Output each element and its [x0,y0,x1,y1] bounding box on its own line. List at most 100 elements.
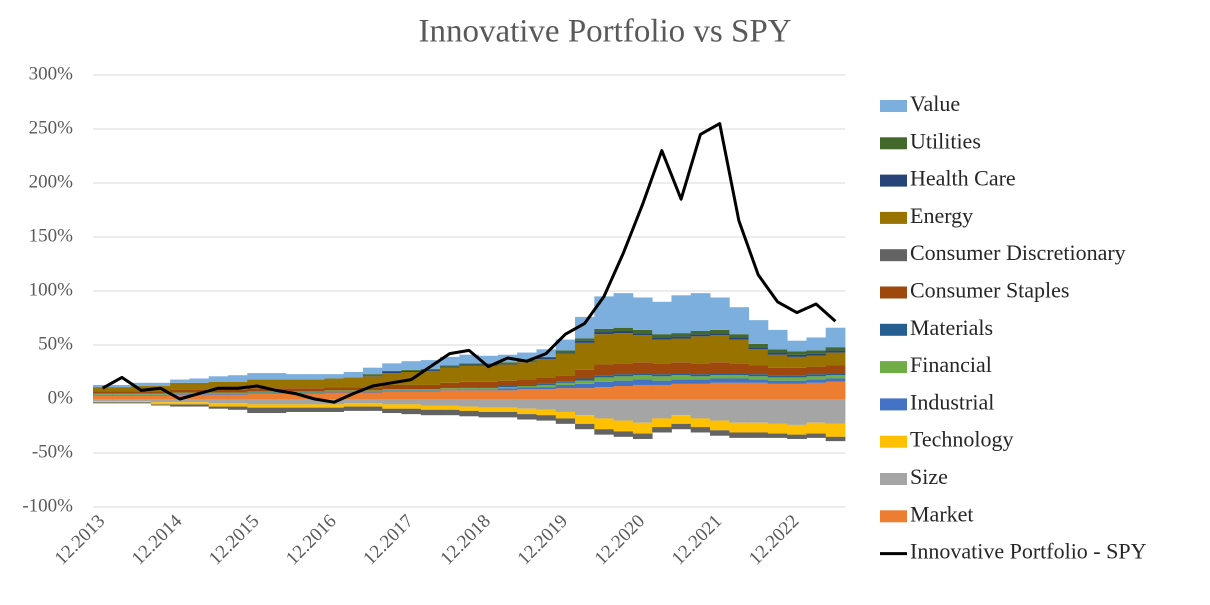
bar-segment [189,378,210,383]
bar-segment [575,342,595,370]
legend-swatch [880,174,907,187]
bar-segment [362,374,383,376]
bar-segment [729,373,749,376]
bar-segment [613,374,634,377]
bar-segment [536,387,557,390]
bar-segment [787,356,807,368]
bar-segment [806,374,827,377]
legend-label: Innovative Portfolio - SPY [910,539,1147,564]
bar-segment [806,379,827,383]
bar-segment [93,399,113,402]
bar-segment [112,395,132,399]
bar-segment [189,399,210,403]
bar-segment [748,374,769,377]
legend-label: Health Care [910,166,1016,191]
bar-segment [420,384,441,390]
bar-segment [382,391,402,399]
bar-segment [227,406,248,410]
bar-segment [517,389,537,399]
bar-segment [93,402,113,404]
bar-segment [632,297,653,330]
bar-segment [497,362,518,364]
bar-segment [420,391,441,399]
bar-segment [632,329,653,334]
bar-segment [343,372,364,378]
legend: Value Utilities Health Care Energy Consumer … [880,91,1147,564]
legend-label: Industrial [910,389,994,414]
bar-segment [150,382,171,387]
bar-segment [401,369,422,371]
bar-segment [652,301,672,335]
bar-segment [497,387,518,389]
bar-segment [324,374,345,379]
bar-segment [93,391,113,394]
bar-segment [652,380,672,385]
bar-segment [459,364,480,366]
bar-segment [555,418,576,424]
legend-swatch [880,435,907,448]
bar-segment [690,399,711,419]
bar-segment [748,320,769,344]
bar-segment [459,388,480,390]
bar-segment [787,399,807,425]
bar-segment [420,370,441,385]
bar-segment [652,418,672,428]
bar-segment [112,401,132,403]
legend-swatch [880,137,907,150]
bar-segment [632,373,653,376]
bar-segment [806,350,827,354]
bar-segment [710,399,730,421]
bar-segment [247,404,267,408]
bar-segment [305,407,325,412]
bar-segment [478,411,499,418]
bar-segment [420,369,441,371]
bar-segment [478,390,499,399]
bar-segment [690,427,711,433]
y-tick-label: 0% [48,387,74,408]
bar-segment [825,347,846,351]
bar-segment [247,399,267,405]
bar-segment [575,378,595,381]
chart-title: Innovative Portfolio vs SPY [418,14,791,50]
bar-segment [170,402,190,405]
bar-segment [227,393,248,395]
bar-segment [806,382,827,399]
bar-segment [343,399,364,404]
bar-segment [459,389,480,391]
bar-segment [343,392,364,399]
bar-segment [575,338,595,341]
bar-segment [806,433,827,438]
bar-segment [478,365,499,382]
bar-segment [825,352,846,366]
bar-segment [170,379,190,383]
bar-segment [613,330,634,334]
bar-segment [285,399,306,405]
bar-segment [575,316,595,339]
bar-segment [305,379,325,389]
bar-segment [594,328,615,333]
bar-segment [189,394,210,399]
bar-segment [787,351,807,355]
bar-segment [748,379,769,383]
bar-segment [343,377,364,388]
bar-segment [575,399,595,416]
bar-segment [536,389,557,399]
y-tick-label: -50% [32,441,73,462]
bar-segment [420,405,441,410]
bar-segment [497,386,518,388]
bar-segment [613,327,634,331]
bar-segment [767,352,788,355]
bar-segment [671,383,692,399]
bar-segment [189,382,210,390]
bar-segment [825,375,846,379]
bar-segment [710,297,730,330]
legend-label: Consumer Discretionary [910,240,1126,265]
bar-segment [729,378,749,383]
bar-segment [208,389,229,393]
bar-segment [131,395,152,399]
bar-segment [420,399,441,406]
bar-segment [497,399,518,408]
bar-segment [170,399,190,403]
bar-segment [806,399,827,423]
bar-segment [748,382,769,399]
